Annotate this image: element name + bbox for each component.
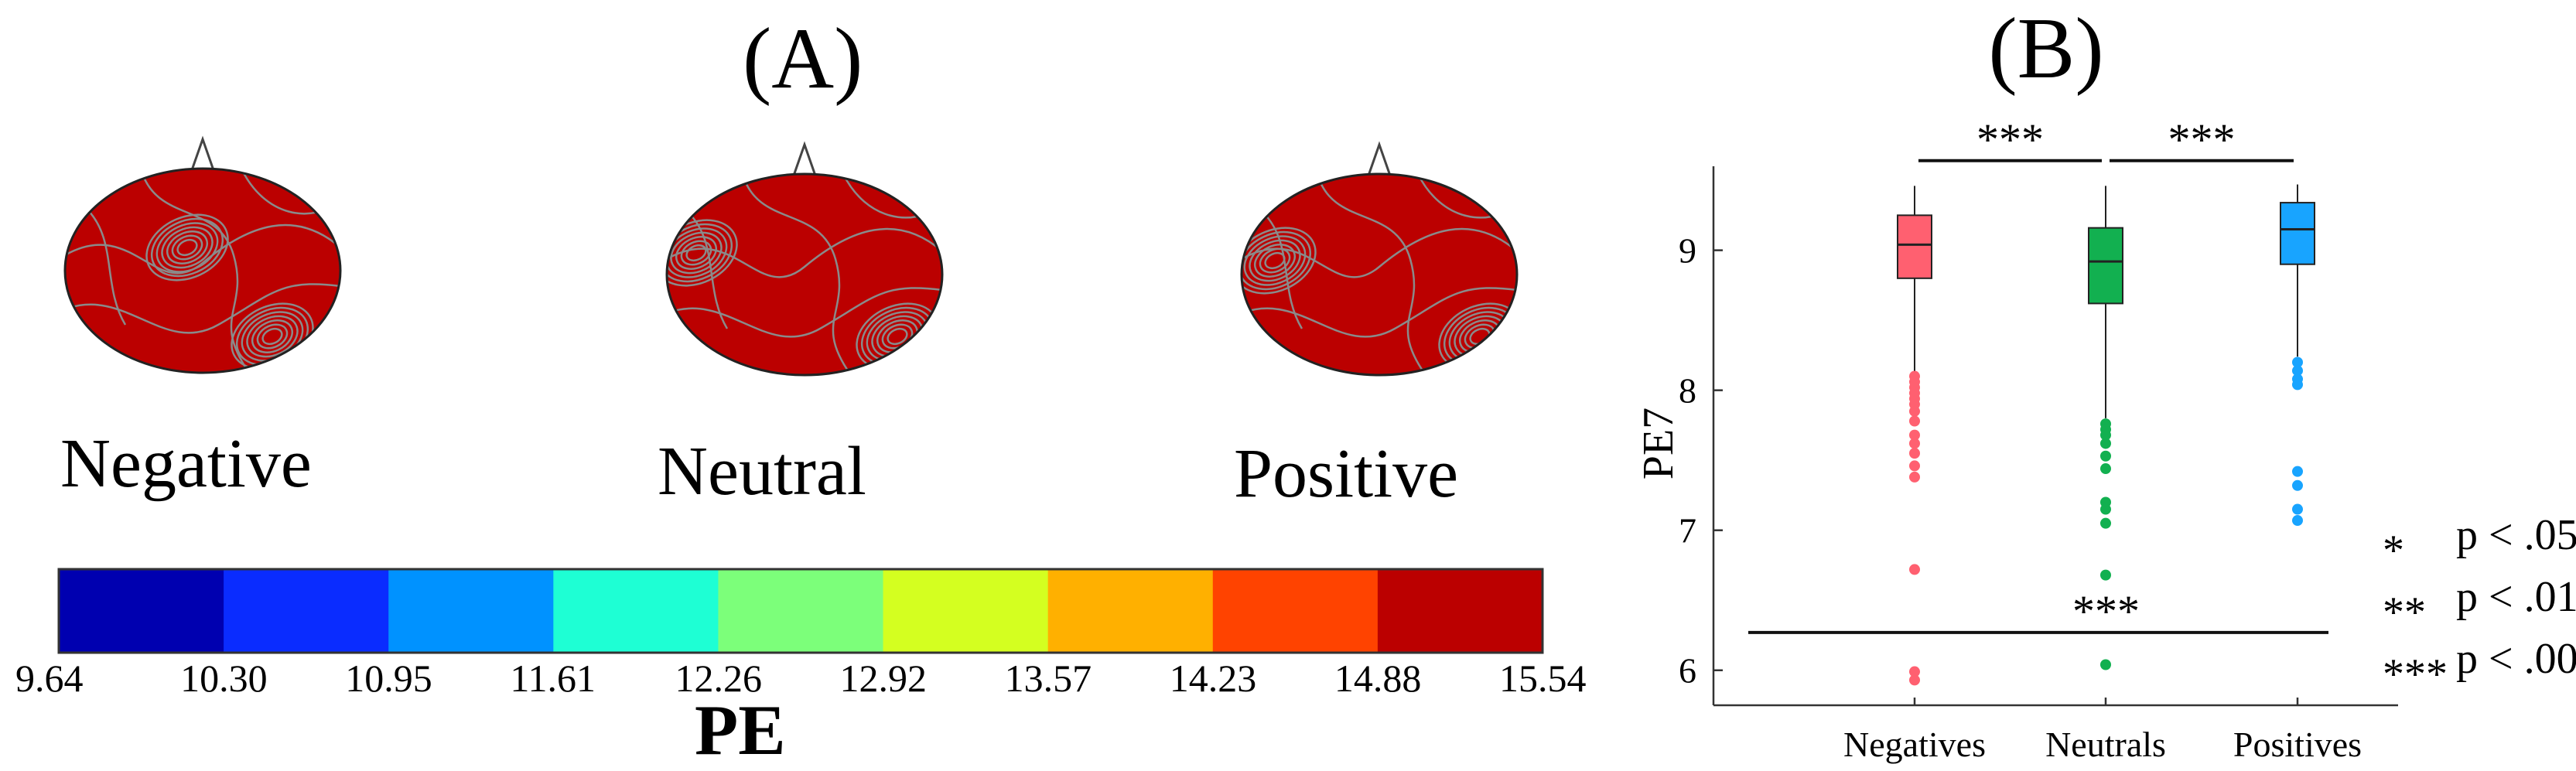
nose-outline xyxy=(792,141,817,176)
colorbar-tick-label: 10.95 xyxy=(345,657,432,700)
topomap-positive xyxy=(1240,141,1519,377)
significance-stars: *** xyxy=(2168,114,2236,165)
significance-stars: *** xyxy=(2072,586,2140,636)
y-tick-label: 9 xyxy=(1679,231,1696,271)
outlier-point xyxy=(2100,429,2111,441)
contour-lines xyxy=(1242,174,1517,375)
iqr-box xyxy=(2280,202,2315,265)
outlier-point xyxy=(2100,659,2111,670)
outlier-point xyxy=(2100,450,2111,462)
topomap-negative xyxy=(63,135,342,374)
scalp-map xyxy=(1242,174,1517,375)
colorbar-tick-label: 15.54 xyxy=(1499,657,1587,700)
nose-outline xyxy=(190,135,215,171)
colorbar-tick-label: 10.30 xyxy=(180,657,268,700)
y-tick-label: 8 xyxy=(1679,371,1696,411)
colorbar-frame xyxy=(57,568,1544,654)
legend-text: p < .01 xyxy=(2456,573,2576,621)
panel-b-label: (B) xyxy=(1988,1,2103,97)
outlier-point xyxy=(2292,515,2303,527)
colorbar-segment xyxy=(553,569,719,653)
outlier-point xyxy=(2292,466,2303,477)
colorbar-tick-label: 9.64 xyxy=(15,657,84,700)
y-axis-label: PE7 xyxy=(1635,408,1683,479)
scalp-outline xyxy=(665,172,944,377)
condition-label-negative: Negative xyxy=(60,425,312,502)
y-tick-label: 7 xyxy=(1679,511,1696,551)
colorbar-tick-label: 12.92 xyxy=(839,657,928,700)
colorbar-segment xyxy=(388,569,554,653)
scalp-map xyxy=(667,174,942,375)
outlier-point xyxy=(1909,666,1920,677)
colorbar-segment xyxy=(224,569,389,653)
outlier-point xyxy=(1909,471,1920,483)
box-neutrals xyxy=(2088,186,2123,670)
outlier-point xyxy=(1909,415,1920,427)
significance-stars: *** xyxy=(1976,114,2044,165)
nose-outline xyxy=(1367,141,1392,176)
outlier-point xyxy=(2292,357,2303,368)
y-tick-label: 6 xyxy=(1679,651,1696,691)
topomaps xyxy=(63,135,1519,377)
legend-text: p < .001 xyxy=(2456,635,2576,683)
legend-stars: * xyxy=(2383,527,2404,575)
outlier-point xyxy=(2292,379,2303,391)
panel-a-label: (A) xyxy=(743,11,863,107)
iqr-box xyxy=(1897,214,1932,279)
outlier-point xyxy=(1909,405,1920,417)
colorbar-segment xyxy=(1377,569,1543,653)
outlier-point xyxy=(2100,438,2111,449)
colorbar-tick-label: 14.23 xyxy=(1169,657,1257,700)
outlier-point xyxy=(2100,503,2111,515)
x-tick-label: Neutrals xyxy=(2045,725,2166,764)
panel-b: (B) 6 7 8 9 PE7 Negatives Neutrals Positives *** *… xyxy=(1609,0,2576,771)
legend-stars: ** xyxy=(2383,588,2426,636)
condition-label-positive: Positive xyxy=(1234,435,1459,512)
scalp-outline xyxy=(1240,172,1519,377)
box-positives xyxy=(2280,184,2315,527)
colorbar-segment xyxy=(883,569,1049,653)
legend-text: p < .05 xyxy=(2456,511,2576,559)
iqr-box xyxy=(2088,227,2123,305)
outlier-point xyxy=(2100,463,2111,475)
outlier-point xyxy=(1909,448,1920,459)
colorbar-tick-label: 13.57 xyxy=(1004,657,1092,700)
colorbar-segment xyxy=(718,569,884,653)
outlier-point xyxy=(1909,460,1920,472)
colorbar-segment xyxy=(1212,569,1379,653)
colorbar-segment xyxy=(1047,569,1214,653)
colorbar-title: PE xyxy=(695,691,786,769)
outlier-point xyxy=(1909,674,1920,686)
colorbar-tick-label: 14.88 xyxy=(1334,657,1422,700)
condition-label-neutral: Neutral xyxy=(658,433,866,510)
x-tick-label: Negatives xyxy=(1843,725,1986,764)
colorbar-tick-label: 11.61 xyxy=(510,657,596,700)
colorbar-tick-label: 12.26 xyxy=(675,657,762,700)
outlier-point xyxy=(2292,479,2303,491)
panel-a: (A) Negative Neutral Positive 9.64 10.30 1… xyxy=(15,11,1587,769)
scalp-outline xyxy=(63,167,342,374)
contour-lines xyxy=(667,174,942,375)
outlier-point xyxy=(2100,569,2111,581)
outlier-point xyxy=(2292,503,2303,515)
outlier-point xyxy=(1909,564,1920,575)
outlier-point xyxy=(1909,429,1920,441)
colorbar xyxy=(57,568,1544,654)
outlier-point xyxy=(1909,438,1920,449)
outlier-point xyxy=(2292,365,2303,377)
outlier-point xyxy=(2100,517,2111,529)
colorbar-segment xyxy=(59,569,224,653)
legend-stars: *** xyxy=(2383,650,2448,698)
x-tick-label: Positives xyxy=(2233,725,2362,764)
box-negatives xyxy=(1897,186,1932,686)
topomap-neutral xyxy=(665,141,944,377)
